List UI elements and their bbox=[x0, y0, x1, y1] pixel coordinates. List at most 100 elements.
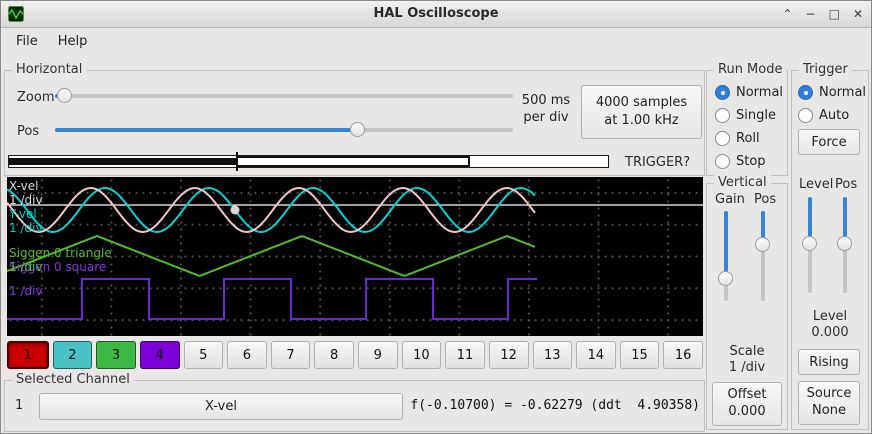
scope-channel-label: Siggen 0 square bbox=[9, 260, 107, 274]
radio-icon bbox=[715, 154, 730, 169]
close-icon[interactable]: ✕ bbox=[852, 7, 863, 21]
trigger-pos-handle[interactable] bbox=[837, 236, 852, 252]
channel-button-12[interactable]: 12 bbox=[488, 341, 529, 369]
vertical-offset-caption: Offset bbox=[727, 387, 767, 403]
horizontal-pos-slider[interactable] bbox=[55, 121, 513, 139]
channel-button-4[interactable]: 4 bbox=[139, 341, 180, 369]
force-button[interactable]: Force bbox=[798, 129, 860, 155]
slider-fill bbox=[724, 211, 728, 278]
selected-channel-number: 1 bbox=[15, 398, 24, 413]
samples-count: 4000 samples bbox=[595, 95, 688, 111]
waveform-canvas bbox=[7, 186, 703, 320]
channel-button-7[interactable]: 7 bbox=[270, 341, 311, 369]
samples-rate: at 1.00 kHz bbox=[604, 113, 679, 128]
radio-label: Roll bbox=[736, 131, 760, 146]
channel-button-8[interactable]: 8 bbox=[314, 341, 354, 369]
channel-button-10[interactable]: 10 bbox=[401, 341, 442, 369]
radio-label: Normal bbox=[736, 85, 784, 100]
trigger-source-button[interactable]: Source None bbox=[798, 381, 860, 425]
channel-button-1[interactable]: 1 bbox=[7, 341, 49, 369]
time-per-div-label: 500 ms per div bbox=[515, 93, 577, 127]
radio-label: Single bbox=[736, 108, 776, 123]
vertical-pos-slider[interactable] bbox=[754, 211, 772, 301]
scope-channel-label: Y-vel bbox=[9, 207, 37, 221]
channel-button-9[interactable]: 9 bbox=[358, 341, 398, 369]
vertical-gain-handle[interactable] bbox=[718, 270, 733, 286]
slider-track bbox=[761, 211, 765, 301]
timeline-trigger-tick bbox=[235, 152, 238, 171]
scope-channel-label: 1 /div bbox=[9, 284, 43, 298]
minimize-icon[interactable]: − bbox=[805, 7, 816, 21]
channel-button-14[interactable]: 14 bbox=[576, 341, 616, 369]
time-per-div-unit: per div bbox=[523, 109, 569, 125]
vertical-gain-slider[interactable] bbox=[717, 211, 735, 301]
titlebar[interactable]: HAL Oscilloscope ⌃ − □ ✕ bbox=[1, 1, 871, 28]
scope-channel-label: X-vel bbox=[9, 179, 39, 193]
slider-track bbox=[55, 128, 513, 132]
time-per-div-value: 500 ms bbox=[521, 93, 571, 108]
horizontal-group: Horizontal Zoom 500 ms per div 4000 samp… bbox=[4, 62, 705, 176]
pos-slider-handle[interactable] bbox=[350, 122, 366, 137]
trigger-pos-slider[interactable] bbox=[836, 197, 854, 293]
selected-channel-group-label: Selected Channel bbox=[12, 372, 134, 387]
radio-icon bbox=[798, 85, 813, 100]
timeline-indicator[interactable] bbox=[8, 152, 609, 171]
run-mode-radio-normal[interactable]: Normal bbox=[715, 85, 783, 100]
trigger-radio-auto[interactable]: Auto bbox=[798, 108, 866, 123]
run-mode-radio-single[interactable]: Single bbox=[715, 108, 783, 123]
window-title: HAL Oscilloscope bbox=[373, 6, 499, 21]
slider-fill bbox=[761, 211, 765, 245]
channel-button-11[interactable]: 11 bbox=[445, 341, 485, 369]
scope-channel-label: 1 /div bbox=[9, 260, 43, 274]
trigger-level-caption: Level bbox=[812, 309, 848, 324]
timeline-data-region bbox=[236, 156, 471, 167]
channel-button-6[interactable]: 6 bbox=[227, 341, 267, 369]
channel-button-2[interactable]: 2 bbox=[52, 341, 93, 369]
app-icon bbox=[8, 6, 24, 22]
channel-name-button[interactable]: X-vel bbox=[39, 393, 403, 420]
trigger-pos-label: Pos bbox=[835, 177, 858, 192]
vertical-gain-label: Gain bbox=[715, 192, 745, 207]
window-controls: ⌃ − □ ✕ bbox=[782, 1, 863, 27]
channel-button-3[interactable]: 3 bbox=[96, 341, 136, 369]
run-mode-radio-stop[interactable]: Stop bbox=[715, 154, 783, 169]
scope-display: X-vel 1 /div Y-vel 1 /div Siggen 0 triangle S… bbox=[7, 177, 703, 336]
slider-track bbox=[55, 94, 513, 98]
run-mode-radio-roll[interactable]: Roll bbox=[715, 131, 783, 146]
menu-item-help[interactable]: Help bbox=[57, 33, 88, 49]
channel-button-15[interactable]: 15 bbox=[619, 341, 660, 369]
samples-info-button[interactable]: 4000 samples at 1.00 kHz bbox=[581, 85, 702, 139]
vertical-group-label: Vertical bbox=[714, 175, 771, 190]
shade-icon[interactable]: ⌃ bbox=[782, 7, 793, 21]
vertical-group: Vertical Gain Pos Scale 1 /div Offset 0.… bbox=[706, 175, 788, 430]
scope-labels: X-vel 1 /div Y-vel 1 /div Siggen 0 triangle S… bbox=[7, 177, 703, 336]
trigger-level-handle[interactable] bbox=[802, 236, 817, 252]
slider-fill bbox=[843, 197, 847, 244]
channel-row: 1 2 3 4 5 6 7 8 9 10 11 12 13 14 15 16 bbox=[7, 341, 703, 369]
vertical-scale-caption: Scale bbox=[729, 344, 765, 359]
menu-item-file[interactable]: File bbox=[16, 33, 38, 49]
channel-button-16[interactable]: 16 bbox=[663, 341, 703, 369]
run-mode-options: Normal Single Roll Stop bbox=[715, 85, 783, 169]
horizontal-group-label: Horizontal bbox=[12, 62, 87, 77]
trigger-level-slider[interactable] bbox=[801, 197, 819, 293]
radio-label: Stop bbox=[736, 154, 766, 169]
scope-channel-label: Siggen 0 triangle bbox=[9, 246, 112, 260]
trigger-radio-normal[interactable]: Normal bbox=[798, 85, 866, 100]
channel-button-5[interactable]: 5 bbox=[183, 341, 224, 369]
trigger-edge-button[interactable]: Rising bbox=[798, 349, 860, 375]
vertical-offset-button[interactable]: Offset 0.000 bbox=[712, 382, 782, 426]
trigger-status-label: TRIGGER? bbox=[625, 155, 691, 170]
channel-button-13[interactable]: 13 bbox=[532, 341, 573, 369]
maximize-icon[interactable]: □ bbox=[828, 7, 840, 21]
horizontal-pos-label: Pos bbox=[17, 124, 40, 139]
slider-fill bbox=[808, 197, 812, 244]
zoom-slider-handle[interactable] bbox=[57, 88, 73, 103]
vertical-pos-handle[interactable] bbox=[755, 237, 770, 253]
trigger-group: Trigger Normal Auto Force Level Pos Level… bbox=[791, 62, 869, 430]
zoom-slider[interactable] bbox=[55, 87, 513, 105]
selected-channel-group: Selected Channel 1 X-vel f(-0.10700) = -… bbox=[4, 372, 705, 432]
radio-icon bbox=[715, 131, 730, 146]
radio-label: Auto bbox=[819, 108, 850, 123]
